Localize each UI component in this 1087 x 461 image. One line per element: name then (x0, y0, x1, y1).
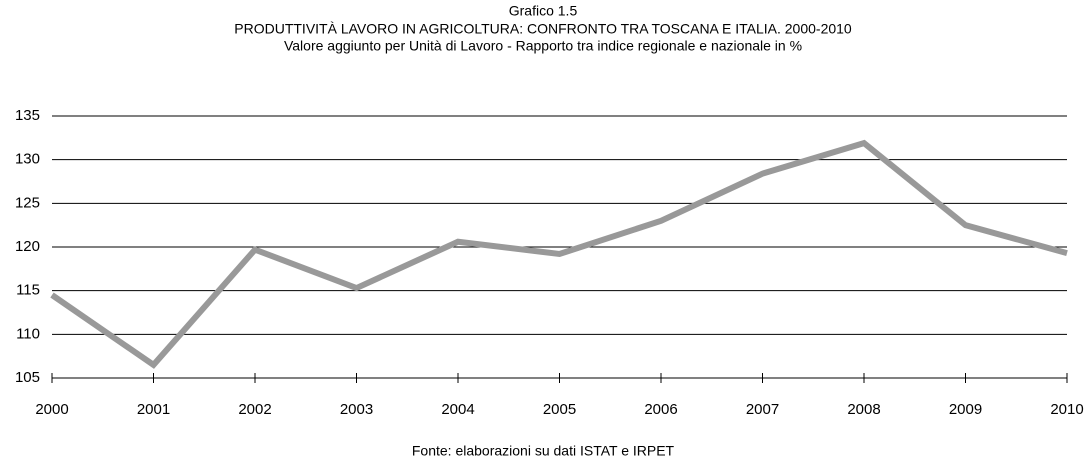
y-tick-label: 110 (16, 325, 40, 342)
x-tick-label: 2010 (1050, 401, 1083, 418)
chart-title: Grafico 1.5 (509, 3, 578, 19)
source-note: Fonte: elaborazioni su dati ISTAT e IRPE… (412, 443, 675, 459)
y-tick-label: 115 (16, 282, 40, 299)
y-tick-label: 120 (15, 238, 40, 255)
x-tick-label: 2008 (847, 401, 880, 418)
x-tick-label: 2000 (35, 401, 68, 418)
x-tick-label: 2003 (340, 401, 373, 418)
x-tick-label: 2004 (441, 401, 474, 418)
chart-subtitle: PRODUTTIVITÀ LAVORO IN AGRICOLTURA: CONF… (234, 21, 852, 37)
x-tick-label: 2005 (543, 401, 576, 418)
y-tick-label: 135 (15, 107, 40, 124)
y-tick-label: 125 (15, 194, 40, 211)
chart-subtitle: Valore aggiunto per Unità di Lavoro - Ra… (284, 38, 802, 54)
y-tick-label: 105 (15, 369, 40, 386)
x-tick-label: 2001 (137, 401, 170, 418)
x-tick-label: 2009 (949, 401, 982, 418)
x-tick-label: 2002 (238, 401, 271, 418)
x-tick-label: 2006 (644, 401, 677, 418)
y-tick-label: 130 (15, 151, 40, 168)
x-tick-label: 2007 (746, 401, 779, 418)
data-line (50, 139, 1068, 369)
